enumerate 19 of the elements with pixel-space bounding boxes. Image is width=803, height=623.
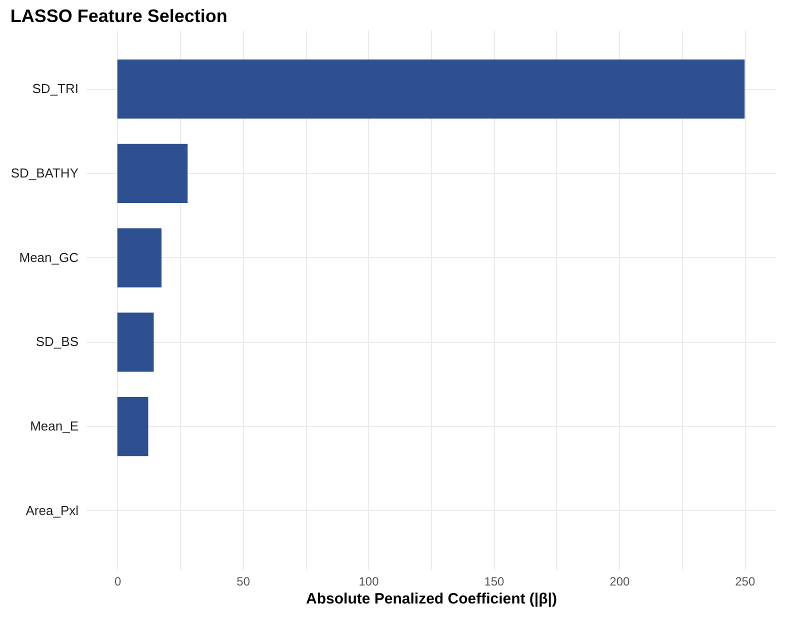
y-tick-label: SD_TRI (32, 81, 78, 96)
bar (117, 60, 745, 119)
bar (117, 228, 162, 288)
y-tick-label: Area_Pxl (26, 502, 79, 518)
bar (117, 397, 148, 456)
x-tick-label: 250 (735, 574, 756, 588)
y-tick-label: Mean_GC (19, 250, 78, 265)
chart-title: LASSO Feature Selection (10, 6, 228, 26)
x-tick-label: 50 (236, 574, 250, 588)
x-tick-label: 0 (114, 574, 122, 588)
x-tick-label: 200 (610, 574, 630, 588)
y-tick-label: Mean_E (30, 418, 79, 434)
x-tick-label: 150 (484, 574, 505, 588)
bar (117, 144, 188, 203)
y-tick-label: SD_BATHY (10, 165, 79, 180)
x-tick-label: 100 (358, 574, 380, 588)
x-axis-title: Absolute Penalized Coefficient (|β|) (306, 590, 557, 608)
y-tick-label: SD_BS (36, 334, 79, 350)
bar (117, 312, 154, 372)
